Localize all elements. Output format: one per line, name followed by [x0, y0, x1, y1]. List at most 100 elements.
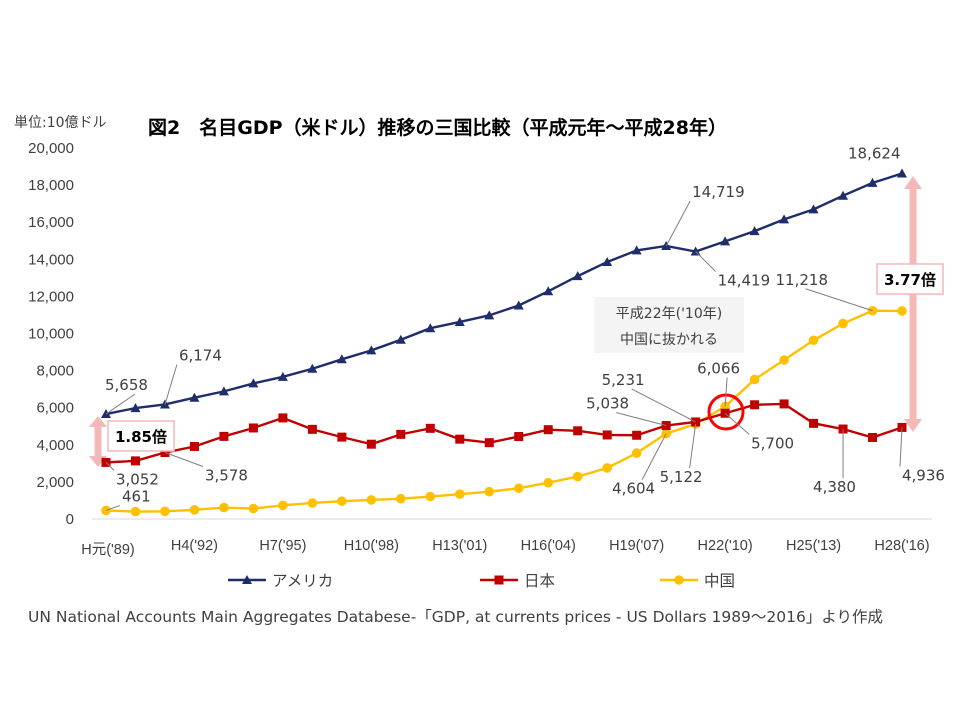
series-0	[101, 168, 907, 419]
data-point	[572, 271, 583, 281]
data-point	[808, 335, 819, 346]
data-point	[307, 424, 317, 434]
data-point	[278, 413, 288, 423]
data-point	[809, 418, 819, 428]
y-tick-label: 20,000	[28, 140, 74, 157]
series-layer	[101, 168, 907, 517]
data-point	[779, 355, 789, 365]
data-point	[573, 426, 583, 436]
x-tick-label: H22('10)	[698, 538, 753, 554]
legend-marker	[242, 575, 252, 584]
data-label: 18,624	[848, 145, 901, 163]
data-label: 5,658	[105, 376, 148, 394]
data-point	[307, 363, 318, 373]
data-point	[336, 354, 347, 364]
y-tick-label: 12,000	[28, 288, 74, 305]
data-point	[484, 438, 494, 448]
data-label: 5,700	[751, 434, 794, 452]
legend-label: 中国	[704, 572, 735, 590]
data-label-leader	[665, 200, 691, 247]
data-point	[750, 400, 760, 410]
data-point	[337, 496, 347, 506]
data-point	[277, 371, 288, 381]
data-label: 11,218	[776, 271, 829, 289]
y-tick-label: 4,000	[36, 437, 74, 454]
data-point	[425, 323, 436, 333]
data-point	[219, 502, 229, 513]
x-axis-ticks: H元('89) H4('92) H7('95) H10('98) H13('01) H16…	[81, 538, 929, 558]
data-point	[749, 374, 760, 385]
series-line	[105, 309, 903, 513]
data-point	[366, 439, 376, 449]
ratio-box-1989: 1.85倍	[107, 420, 175, 452]
data-point	[720, 236, 731, 246]
data-label-leader	[616, 412, 667, 427]
data-point	[396, 429, 406, 439]
x-tick-label: H4('92)	[171, 538, 218, 554]
data-label: 14,419	[718, 272, 771, 290]
y-tick-label: 8,000	[36, 363, 74, 380]
data-point	[838, 318, 848, 329]
series-line	[105, 402, 903, 464]
data-point	[248, 378, 259, 388]
data-label: 461	[122, 487, 151, 505]
x-tick-label: H28('16)	[874, 538, 929, 554]
data-point	[867, 177, 878, 187]
data-point	[425, 423, 435, 433]
data-label: 5,122	[660, 468, 703, 486]
data-label: 4,380	[813, 478, 856, 496]
callout-line-1: 平成22年('10年)	[616, 306, 722, 322]
x-tick-label: H7('95)	[259, 538, 306, 554]
data-label: 14,719	[692, 183, 745, 201]
data-label-leader	[164, 452, 204, 467]
data-point	[130, 506, 141, 517]
data-point	[101, 505, 111, 516]
data-point	[749, 226, 760, 236]
data-point	[631, 448, 642, 458]
series-1	[101, 399, 907, 467]
data-point	[632, 430, 642, 440]
data-point	[602, 256, 613, 266]
y-axis-ticks: 0 2,000 4,000 6,000 8,000 10,000 12,000 14,000 1…	[28, 140, 74, 528]
data-label-leader	[899, 427, 903, 467]
data-point	[130, 403, 141, 413]
data-point	[189, 392, 200, 402]
data-label: 3,052	[116, 470, 159, 488]
data-label-leader	[164, 364, 178, 405]
legend: アメリカ 日本 中国	[228, 572, 735, 590]
x-tick-label: H10('98)	[344, 538, 399, 554]
data-point	[395, 334, 406, 344]
y-tick-label: 14,000	[28, 251, 74, 268]
legend-label: 日本	[524, 572, 555, 590]
data-point	[838, 190, 849, 200]
data-point	[513, 300, 524, 310]
legend-item-2: 中国	[660, 572, 735, 590]
data-point	[278, 500, 288, 511]
data-label: 4,936	[902, 466, 945, 484]
ratio-box-2016: 3.77倍	[876, 263, 944, 295]
y-tick-label: 2,000	[36, 474, 74, 491]
data-point	[425, 491, 436, 502]
x-tick-label: H元('89)	[81, 542, 135, 558]
y-tick-label: 6,000	[36, 400, 74, 417]
data-label-leader	[631, 388, 696, 423]
source-note: UN National Accounts Main Aggregates Dat…	[28, 608, 883, 626]
data-point	[484, 310, 495, 320]
data-label-leader	[689, 423, 697, 469]
data-label-leader	[105, 393, 136, 415]
data-point	[543, 286, 554, 296]
data-point	[808, 204, 819, 214]
data-point	[484, 486, 495, 497]
data-point	[602, 430, 612, 440]
data-label-leader	[105, 462, 115, 471]
legend-marker	[494, 575, 504, 585]
data-point	[543, 425, 553, 435]
data-point	[779, 214, 790, 224]
data-point	[513, 483, 524, 494]
y-tick-label: 16,000	[28, 214, 74, 231]
x-tick-label: H13('01)	[432, 538, 487, 554]
data-point	[248, 423, 258, 433]
data-point	[366, 495, 377, 505]
y-tick-label: 0	[66, 511, 74, 528]
